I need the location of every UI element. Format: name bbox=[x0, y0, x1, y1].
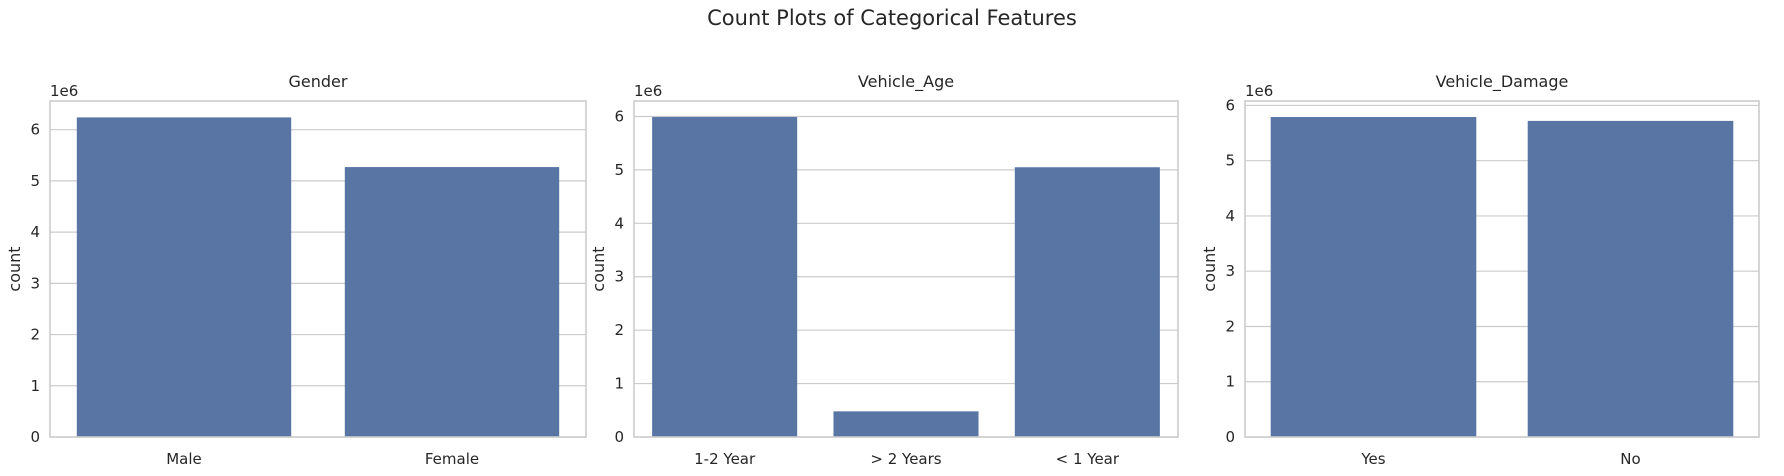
axes-frame bbox=[1244, 100, 1760, 438]
y-axis-label: count bbox=[1200, 246, 1219, 291]
figure-title: Count Plots of Categorical Features bbox=[707, 6, 1077, 30]
y-tick-label: 0 bbox=[1225, 428, 1235, 446]
bar--2-years bbox=[833, 411, 979, 437]
panel-title: Vehicle_Damage bbox=[1436, 72, 1569, 92]
y-tick-label: 3 bbox=[614, 268, 624, 286]
y-tick-label: 0 bbox=[614, 428, 624, 446]
y-tick-label: 6 bbox=[614, 107, 624, 125]
chart-panel-3: 0 1 2 3 4 5 6 Yes No Vehicle_Damage 1e6 count bbox=[1200, 72, 1760, 468]
y-tick-label: 1 bbox=[30, 377, 40, 395]
bar-yes bbox=[1270, 117, 1477, 438]
y-tick-label: 2 bbox=[614, 321, 624, 339]
y-tick-label: 6 bbox=[30, 121, 40, 139]
panel-title: Vehicle_Age bbox=[858, 72, 954, 92]
axes-frame bbox=[633, 100, 1179, 438]
y-axis-label: count bbox=[5, 246, 24, 291]
y-tick-label: 5 bbox=[1225, 152, 1235, 170]
y-tick-label: 4 bbox=[614, 214, 624, 232]
y-tick-label: 1 bbox=[1225, 373, 1235, 391]
y-tick-label: 3 bbox=[1225, 262, 1235, 280]
x-tick-label: Female bbox=[425, 450, 479, 468]
chart-panel-1: 0 1 2 3 4 5 6 Male Female Gender 1e6 count bbox=[5, 72, 587, 468]
y-tick-label: 2 bbox=[30, 326, 40, 344]
bar-female bbox=[344, 167, 560, 437]
y-tick-label: 4 bbox=[30, 223, 40, 241]
x-tick-label: 1-2 Year bbox=[694, 450, 756, 468]
y-offset-label: 1e6 bbox=[50, 82, 78, 100]
x-tick-label: Yes bbox=[1360, 450, 1385, 468]
y-tick-label: 5 bbox=[30, 172, 40, 190]
panel-title: Gender bbox=[289, 72, 348, 91]
y-tick-label: 5 bbox=[614, 161, 624, 179]
x-tick-label: No bbox=[1620, 450, 1640, 468]
y-tick-label: 0 bbox=[30, 428, 40, 446]
bar--1-year bbox=[1014, 167, 1160, 438]
y-offset-label: 1e6 bbox=[1245, 82, 1273, 100]
bar-1-2-year bbox=[652, 117, 798, 437]
y-tick-label: 3 bbox=[30, 274, 40, 292]
x-tick-label: > 2 Years bbox=[870, 450, 941, 468]
bar-no bbox=[1527, 120, 1734, 437]
y-tick-label: 2 bbox=[1225, 317, 1235, 335]
y-tick-label: 4 bbox=[1225, 207, 1235, 225]
y-offset-label: 1e6 bbox=[634, 82, 662, 100]
chart-panel-2: 0 1 2 3 4 5 6 1-2 Year > 2 Years < 1 Year Vehicle_… bbox=[589, 72, 1179, 468]
y-tick-label: 6 bbox=[1225, 96, 1235, 114]
x-tick-label: < 1 Year bbox=[1056, 450, 1120, 468]
x-tick-label: Male bbox=[166, 450, 202, 468]
y-tick-label: 1 bbox=[614, 375, 624, 393]
y-axis-label: count bbox=[589, 246, 608, 291]
bar-male bbox=[76, 117, 292, 437]
axes-frame bbox=[49, 100, 587, 438]
